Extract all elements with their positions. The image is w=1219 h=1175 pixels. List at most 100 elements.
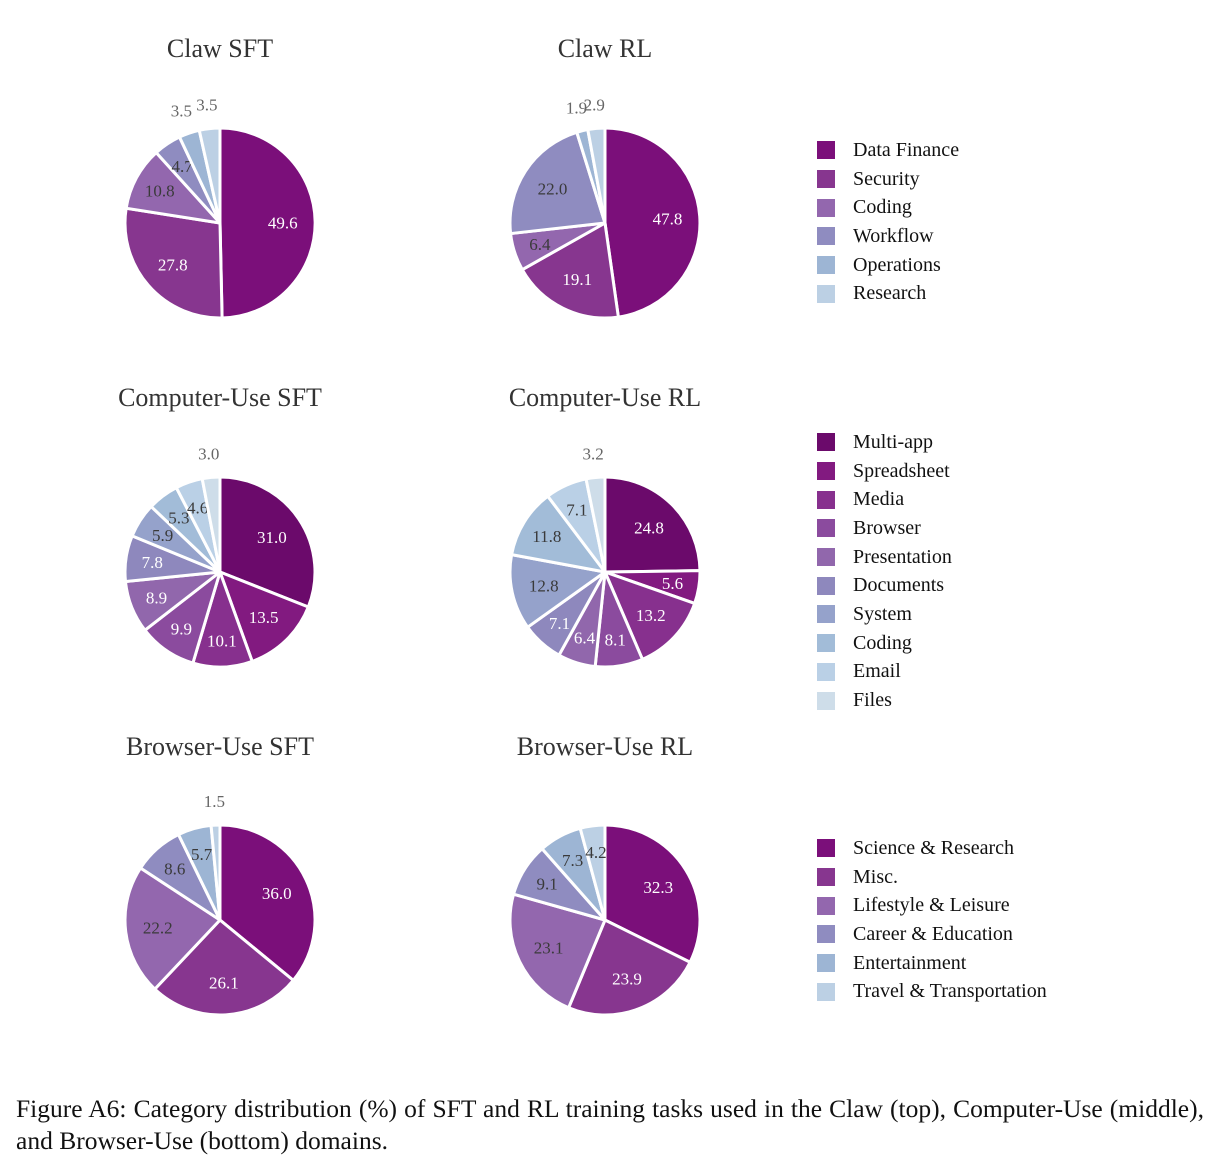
pie-slice-multi-app xyxy=(603,475,702,574)
legend-label: System xyxy=(853,602,912,625)
legend-label: Email xyxy=(853,660,901,683)
data-label-media: 10.1 xyxy=(207,631,237,650)
legend-swatch xyxy=(817,839,835,858)
data-label-security: 27.8 xyxy=(158,255,188,274)
pie-slice-research xyxy=(586,126,607,225)
legend-label: Multi-app xyxy=(853,430,933,453)
legend-claw: Data Finance Security Coding Workflow Operat… xyxy=(817,136,959,308)
data-label-coding: 6.4 xyxy=(529,235,551,254)
legend-swatch xyxy=(817,605,835,624)
data-label-browser: 8.1 xyxy=(605,631,626,650)
data-label-entertainment: 7.3 xyxy=(562,851,583,870)
legend-item-travel-and-transportation: Travel & Transportation xyxy=(817,977,1047,1006)
data-label-data-finance: 47.8 xyxy=(653,210,683,229)
data-label-files: 3.2 xyxy=(582,445,603,464)
legend-swatch xyxy=(817,634,835,653)
legend-swatch xyxy=(817,227,835,246)
data-label-spreadsheet: 13.5 xyxy=(249,608,279,627)
data-label-travel-and-transportation: 4.2 xyxy=(585,843,606,862)
legend-item-misc: Misc. xyxy=(817,863,1047,892)
legend-computer-use: Multi-app Spreadsheet Media Browser Presenta… xyxy=(817,428,952,715)
data-label-documents: 7.1 xyxy=(549,614,570,633)
data-label-misc: 26.1 xyxy=(209,974,239,993)
pie-slice-spreadsheet xyxy=(218,570,310,663)
pie-chart-claw-rl: 47.8 19.1 6.4 22.0 1.92.9 xyxy=(508,96,702,320)
data-label-research: 2.9 xyxy=(584,96,605,115)
legend-item-entertainment: Entertainment xyxy=(817,949,1047,978)
legend-item-science-and-research: Science & Research xyxy=(817,834,1047,863)
chart-title-claw-rl: Claw RL xyxy=(557,34,653,63)
pie-slice-science-and-research xyxy=(218,823,317,982)
legend-label: Coding xyxy=(853,196,912,219)
data-label-email: 7.1 xyxy=(566,501,587,520)
chart-title-browser-use-sft: Browser-Use SFT xyxy=(126,732,314,761)
legend-item-research: Research xyxy=(817,279,959,308)
pie-slice-research xyxy=(197,126,222,225)
legend-label: Research xyxy=(853,282,927,305)
legend-item-operations: Operations xyxy=(817,251,959,280)
data-label-operations: 1.9 xyxy=(566,99,587,118)
legend-item-documents: Documents xyxy=(817,571,952,600)
pie-slice-files xyxy=(200,475,222,574)
legend-swatch xyxy=(817,141,835,160)
legend-label: Data Finance xyxy=(853,138,960,161)
data-label-data-finance: 49.6 xyxy=(268,213,298,232)
data-label-presentation: 6.4 xyxy=(574,628,596,647)
data-label-multi-app: 24.8 xyxy=(634,518,664,537)
data-label-system: 5.9 xyxy=(152,526,173,545)
data-label-presentation: 8.9 xyxy=(146,588,167,607)
chart-title-browser-use-rl: Browser-Use RL xyxy=(516,732,694,761)
legend-item-lifestyle-and-leisure: Lifestyle & Leisure xyxy=(817,891,1047,920)
data-label-career-and-education: 9.1 xyxy=(536,875,557,894)
data-label-workflow: 4.7 xyxy=(171,157,193,176)
legend-swatch xyxy=(817,284,835,303)
legend-item-spreadsheet: Spreadsheet xyxy=(817,457,952,486)
data-label-browser: 9.9 xyxy=(171,620,192,639)
legend-swatch xyxy=(817,982,835,1001)
pie-chart-browser-use-rl: 32.3 23.9 23.1 9.1 7.3 4.2 xyxy=(508,823,702,1017)
data-label-security: 19.1 xyxy=(562,270,592,289)
data-label-entertainment: 5.7 xyxy=(191,845,213,864)
legend-label: Media xyxy=(853,488,905,511)
data-label-spreadsheet: 5.6 xyxy=(662,574,683,593)
legend-item-security: Security xyxy=(817,165,959,194)
pie-slice-media xyxy=(603,570,697,661)
legend-label: Coding xyxy=(853,631,912,654)
pie-slice-data-finance xyxy=(603,126,702,319)
legend-item-presentation: Presentation xyxy=(817,543,952,572)
legend-swatch xyxy=(817,662,835,681)
pie-slice-science-and-research xyxy=(603,823,702,964)
legend-item-browser: Browser xyxy=(817,514,952,543)
pie-chart-computer-use-sft: 31.0 13.5 10.1 9.98.9 7.8 5.95.34.6 3.0 xyxy=(123,445,317,669)
data-label-travel-and-transportation: 1.5 xyxy=(204,792,225,811)
legend-label: Travel & Transportation xyxy=(853,980,1047,1003)
pie-slice-lifestyle-and-leisure xyxy=(123,866,222,991)
data-label-coding: 10.8 xyxy=(145,182,175,201)
pie-slice-misc xyxy=(153,918,295,1017)
legend-item-email: Email xyxy=(817,658,952,687)
legend-swatch xyxy=(817,868,835,887)
legend-item-coding: Coding xyxy=(817,193,959,222)
pie-slice-security xyxy=(123,206,224,320)
legend-swatch xyxy=(817,576,835,595)
legend-label: Browser xyxy=(853,516,921,539)
pie-slice-workflow xyxy=(508,130,607,236)
pie-slice-system xyxy=(508,553,607,629)
data-label-media: 13.2 xyxy=(636,606,666,625)
data-label-lifestyle-and-leisure: 22.2 xyxy=(143,918,173,937)
chart-title-computer-use-sft: Computer-Use SFT xyxy=(118,383,322,412)
legend-browser-use: Science & Research Misc. Lifestyle & Leisu… xyxy=(817,834,1047,1006)
data-label-misc: 23.9 xyxy=(612,970,642,989)
pie-chart-browser-use-sft: 36.0 26.1 22.2 8.6 5.7 1.5 xyxy=(123,792,317,1017)
data-label-email: 4.6 xyxy=(187,498,208,517)
pie-slice-travel-and-transportation xyxy=(578,823,607,922)
chart-title-claw-sft: Claw SFT xyxy=(166,34,274,63)
legend-item-media: Media xyxy=(817,485,952,514)
data-label-system: 12.8 xyxy=(529,577,559,596)
legend-label: Operations xyxy=(853,253,941,276)
figure-caption: Figure A6: Category distribution (%) of … xyxy=(16,1094,1204,1155)
legend-label: Presentation xyxy=(853,545,952,568)
data-label-lifestyle-and-leisure: 23.1 xyxy=(534,938,564,957)
data-label-science-and-research: 32.3 xyxy=(643,878,673,897)
legend-label: Misc. xyxy=(853,865,898,888)
